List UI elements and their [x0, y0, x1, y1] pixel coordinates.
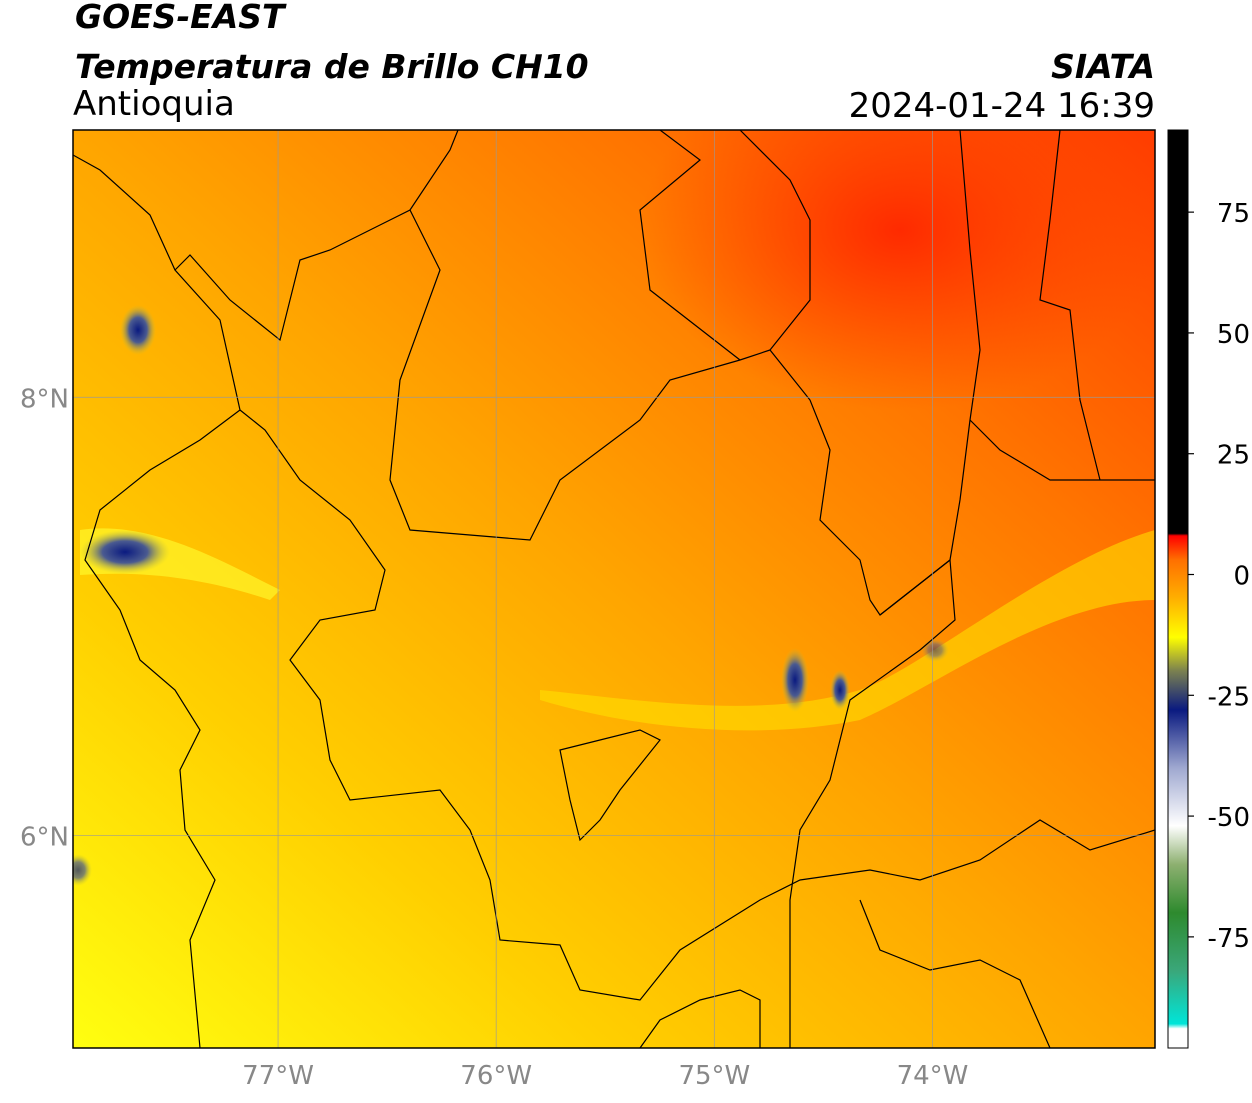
colorbar-tick-label: 0: [1233, 562, 1250, 592]
subtitle: Temperatura de Brillo CH10: [75, 47, 589, 86]
colorbar: [1167, 129, 1189, 1049]
colorbar-tick-label: -75: [1208, 924, 1250, 954]
colorbar-tick-label: 50: [1217, 320, 1250, 350]
region: Antioquia: [73, 84, 235, 124]
lon-label: 75°W: [678, 1061, 750, 1091]
lon-label: 77°W: [242, 1061, 314, 1091]
title: GOES-EAST: [75, 0, 287, 36]
colorbar-tick-label: -50: [1208, 803, 1250, 833]
colorbar-ticks: 75 50 25 0 -25 -50 -75: [1188, 199, 1250, 954]
map-frame: [72, 129, 1156, 1049]
graticule: 77°W 76°W 75°W 74°W 8°N 6°N: [20, 130, 1155, 1091]
colorbar-tick-label: -25: [1208, 682, 1250, 712]
lat-label: 6°N: [20, 822, 69, 852]
colorbar-tick-label: 75: [1217, 199, 1250, 229]
lon-label: 76°W: [460, 1061, 532, 1091]
source: SIATA: [1051, 47, 1155, 86]
lat-label: 8°N: [20, 384, 69, 414]
colorbar-tick-label: 25: [1217, 441, 1250, 471]
datetime: 2024-01-24 16:39: [849, 86, 1155, 126]
map-image: [73, 130, 1155, 1048]
lon-label: 74°W: [897, 1061, 969, 1091]
